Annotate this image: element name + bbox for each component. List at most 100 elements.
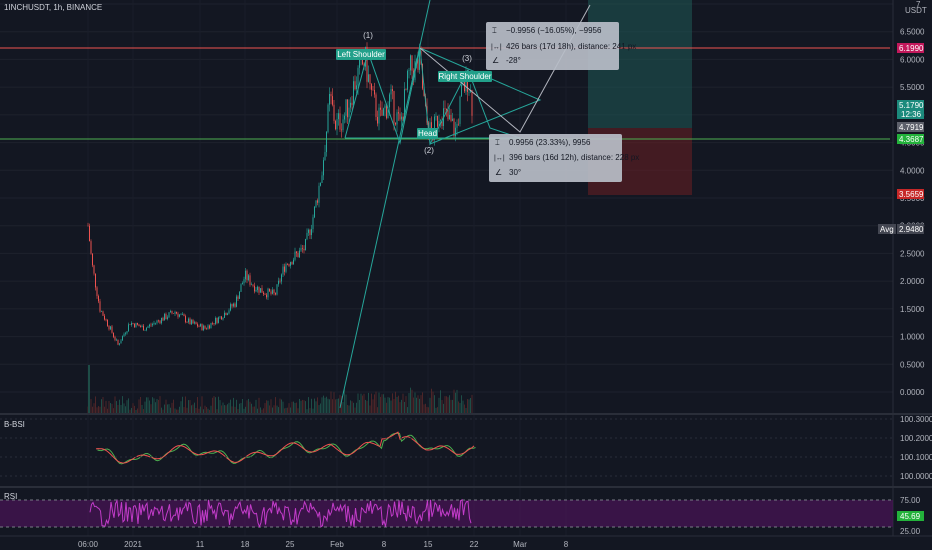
svg-text:−0.9956 (−16.05%), −9956: −0.9956 (−16.05%), −9956 <box>506 26 602 35</box>
left-shoulder-label[interactable]: Left Shoulder <box>336 49 386 60</box>
volume-bar <box>98 406 99 413</box>
volume-bar <box>209 409 210 413</box>
svg-text:396 bars (16d 12h), distance:: 396 bars (16d 12h), distance: 228 px <box>509 153 639 162</box>
volume-bar <box>419 398 420 413</box>
volume-bar <box>273 405 275 413</box>
volume-bar <box>393 398 395 413</box>
volume-bar <box>440 390 441 413</box>
volume-bar <box>425 403 426 413</box>
volume-bar <box>96 407 98 413</box>
volume-bar <box>441 400 443 413</box>
candle-body <box>246 270 248 281</box>
volume-bar <box>93 403 95 413</box>
candle-body <box>387 107 389 119</box>
volume-bar <box>410 387 411 413</box>
trend-line[interactable] <box>339 0 431 409</box>
bbsi-title[interactable]: B-BSI <box>4 420 25 429</box>
volume-bar <box>351 401 353 413</box>
rsi-title[interactable]: RSI <box>4 492 17 501</box>
symbol-title[interactable]: 1INCHUSDT, 1h, BINANCE <box>4 3 102 12</box>
volume-bar <box>444 396 446 413</box>
svg-text:Right Shoulder: Right Shoulder <box>439 72 492 81</box>
bbsi-main-line <box>95 431 475 464</box>
volume-bar <box>236 399 237 413</box>
candle-body <box>251 284 252 286</box>
volume-bar <box>252 406 254 413</box>
svg-text:3.5659: 3.5659 <box>899 190 924 199</box>
candle-body <box>446 108 447 111</box>
volume-bar <box>182 396 183 413</box>
candle-body <box>87 225 89 227</box>
candle-body <box>276 284 278 295</box>
bbsi-axis[interactable]: 100.3000 100.2000 100.1000 100.0000 <box>0 415 932 481</box>
candle-body <box>275 293 276 295</box>
volume-bar <box>159 396 161 413</box>
volume-bar <box>461 395 462 413</box>
volume-bar <box>306 409 308 413</box>
candle-body <box>390 89 392 95</box>
volume-bar <box>219 400 221 413</box>
candle-body <box>284 266 285 272</box>
volume-bar <box>216 409 218 413</box>
candle-body <box>279 280 281 282</box>
candle-body <box>354 81 356 90</box>
volume-bar <box>398 395 399 413</box>
volume-bar <box>147 397 149 413</box>
candle-body <box>111 326 113 333</box>
measure-tooltip-2[interactable]: ⌶ 0.9956 (23.33%), 9956 |↔| 396 bars (16… <box>489 134 639 182</box>
volume-bar <box>242 398 243 413</box>
volume-bar <box>323 395 324 413</box>
volume-bar <box>360 393 362 413</box>
time-axis[interactable]: 06:00 2021 11 18 25 Feb 8 15 22 Mar 8 <box>78 540 569 549</box>
head-label[interactable]: Head <box>417 128 438 139</box>
candle-body <box>125 333 126 335</box>
candle-body <box>167 317 168 319</box>
candle-body <box>108 325 110 330</box>
right-shoulder-label[interactable]: Right Shoulder <box>438 71 492 82</box>
volume-bar <box>137 408 138 413</box>
candle-body <box>126 331 128 334</box>
candle-body <box>135 322 137 328</box>
volume-bar <box>95 396 96 413</box>
candle-body <box>417 59 419 70</box>
candle-body <box>270 291 272 294</box>
volume-bar <box>372 399 374 413</box>
volume-bar <box>255 399 257 413</box>
avg-price-tag: Avg 2.9480 <box>878 224 924 234</box>
measure-tooltip-1[interactable]: ⌶ −0.9956 (−16.05%), −9956 |↔| 426 bars … <box>486 22 636 70</box>
volume-bar <box>210 405 212 413</box>
volume-bar <box>431 388 432 413</box>
candle-body <box>278 280 279 285</box>
candle-body <box>353 81 354 106</box>
volume-bar <box>383 394 384 413</box>
candle-body <box>149 324 150 327</box>
candle-body <box>194 322 195 324</box>
volume-bar <box>104 406 105 413</box>
volume-bar <box>429 397 431 413</box>
candle-body <box>240 284 242 292</box>
candle-body <box>312 217 314 230</box>
volume-bar <box>243 408 245 413</box>
volume-bar <box>416 397 417 413</box>
candle-body <box>170 311 171 313</box>
candle-body <box>404 89 405 122</box>
wave-1-label: (1) <box>363 31 373 40</box>
pattern-wedge[interactable] <box>419 47 542 145</box>
volume-bar <box>381 394 383 413</box>
volume-bar <box>395 391 396 413</box>
rsi-axis[interactable]: 75.00 45.69 25.00 <box>897 496 924 536</box>
candle-body <box>431 122 432 134</box>
volume-bar <box>464 404 465 413</box>
volume-bar <box>129 409 131 413</box>
volume-bar <box>221 405 222 413</box>
time-tick: 18 <box>241 540 250 549</box>
volume-bar <box>231 406 233 413</box>
head-and-shoulders-pattern[interactable] <box>344 47 521 146</box>
volume-bar <box>207 408 209 413</box>
candle-body <box>152 324 153 326</box>
volume-bar <box>369 405 371 413</box>
volume-bar <box>212 397 213 413</box>
svg-text:0.9956 (23.33%), 9956: 0.9956 (23.33%), 9956 <box>509 138 591 147</box>
volume-bar <box>471 394 473 413</box>
